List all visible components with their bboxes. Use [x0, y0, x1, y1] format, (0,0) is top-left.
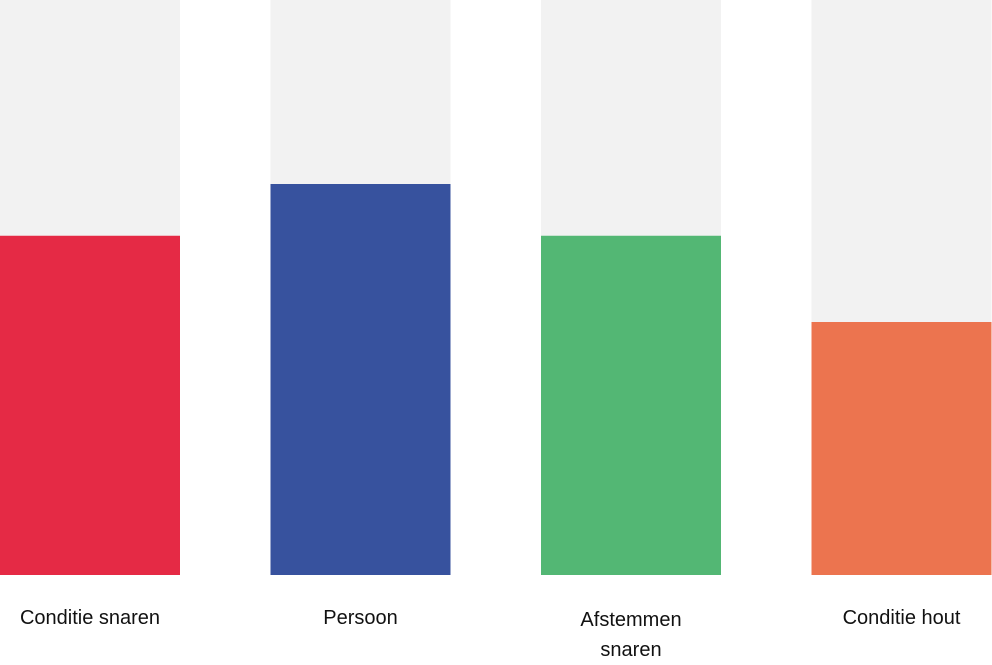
bar [0, 236, 180, 575]
bar [271, 184, 451, 575]
bar [812, 322, 992, 575]
category-label: Persoon [266, 603, 456, 633]
category-label: Afstemmen snaren [556, 605, 706, 665]
category-label: Conditie hout [807, 603, 992, 633]
bar [541, 236, 721, 575]
category-label: Conditie snaren [0, 603, 185, 633]
